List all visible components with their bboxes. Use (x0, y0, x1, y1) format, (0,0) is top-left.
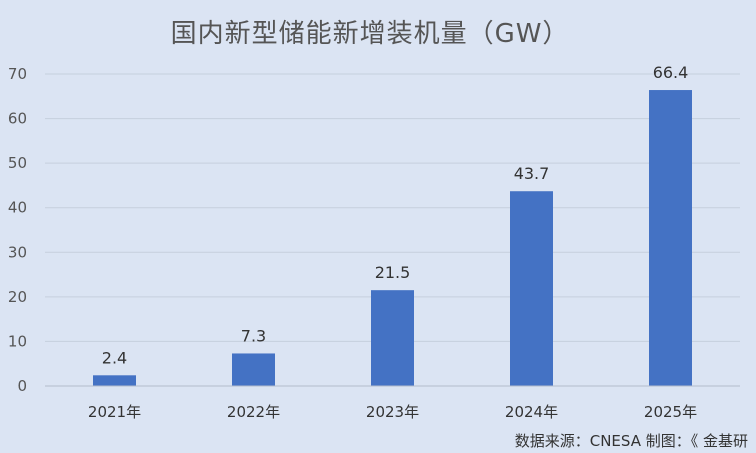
bars (93, 90, 692, 386)
y-tick-label: 20 (8, 288, 27, 306)
x-tick-label: 2024年 (505, 403, 558, 421)
bar-2021年 (93, 375, 136, 386)
x-tick-label: 2021年 (88, 403, 141, 421)
gridlines (45, 73, 740, 342)
bar-2022年 (232, 353, 275, 386)
y-tick-label: 50 (8, 154, 27, 172)
data-labels: 2.4 7.3 21.5 43.7 66.4 (102, 63, 689, 367)
data-label: 21.5 (375, 263, 411, 282)
bar-2025年 (649, 90, 692, 386)
x-tick-label: 2025年 (644, 403, 697, 421)
x-tick-label: 2022年 (227, 403, 280, 421)
source-note: 数据来源：CNESA 制图：《 金基研 (515, 432, 748, 450)
data-label: 66.4 (653, 63, 689, 82)
bar-2024年 (510, 191, 553, 386)
y-tick-label: 40 (8, 199, 27, 217)
y-tick-label: 30 (8, 243, 27, 261)
x-tick-label: 2023年 (366, 403, 419, 421)
data-label: 2.4 (102, 348, 127, 367)
y-tick-label: 0 (17, 377, 27, 395)
y-tick-label: 70 (8, 65, 27, 83)
y-axis-ticks: 0 10 20 30 40 50 60 70 (8, 65, 27, 395)
y-tick-label: 10 (8, 332, 27, 350)
x-axis-ticks: 2021年 2022年 2023年 2024年 2025年 (88, 403, 697, 421)
data-label: 7.3 (241, 326, 266, 345)
y-tick-label: 60 (8, 110, 27, 128)
chart-title: 国内新型储能新增装机量（GW） (171, 19, 570, 49)
data-label: 43.7 (514, 164, 550, 183)
bar-2023年 (371, 290, 414, 386)
